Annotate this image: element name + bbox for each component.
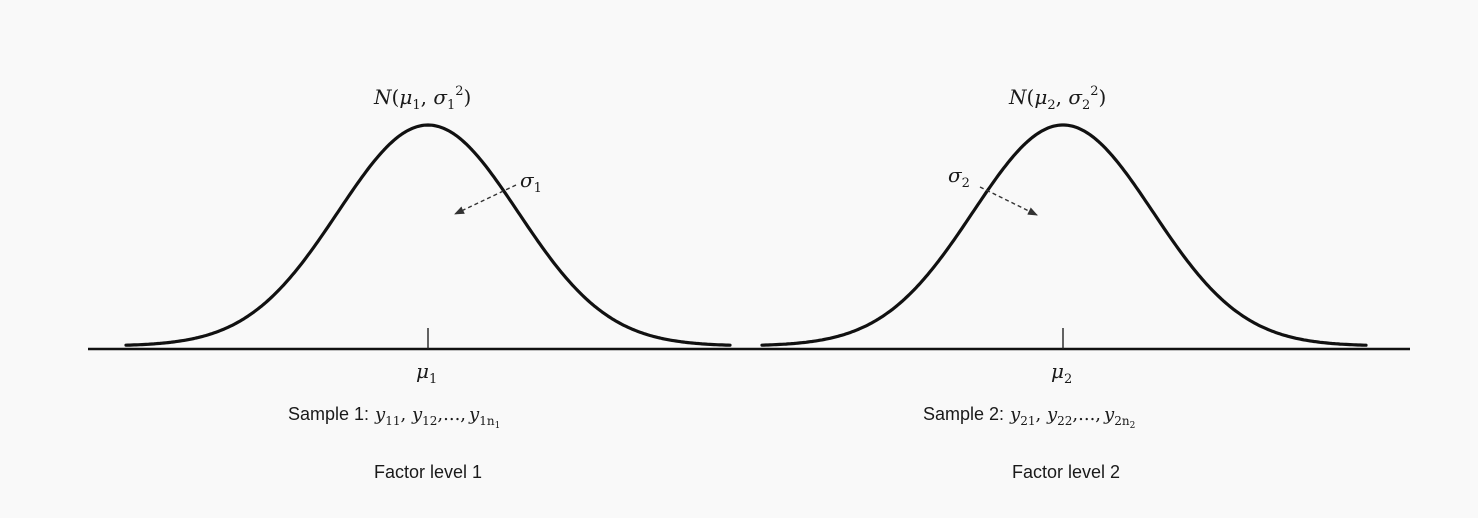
sigma-arrow-2 xyxy=(979,186,1038,216)
mean-label-1: μ1 xyxy=(416,359,437,387)
sigma-label-1: σ1 xyxy=(520,168,542,196)
sigma-label-2: σ2 xyxy=(948,163,970,191)
dist-label-1: N(μ1, σ12) xyxy=(373,84,471,113)
normal-curve-2 xyxy=(760,123,1368,347)
sample-label-1: Sample 1: y11, y12,..., y1n1 xyxy=(288,404,500,431)
factor-label-1: Factor level 1 xyxy=(374,462,482,482)
normal-curve-1 xyxy=(124,123,732,347)
sigma-arrow-1 xyxy=(454,184,517,215)
factor-label-2: Factor level 2 xyxy=(1012,462,1120,482)
sample-label-2: Sample 2: y21, y22,..., y2n2 xyxy=(923,404,1135,431)
mean-label-2: μ2 xyxy=(1051,359,1072,387)
dist-label-2: N(μ2, σ22) xyxy=(1008,84,1106,113)
